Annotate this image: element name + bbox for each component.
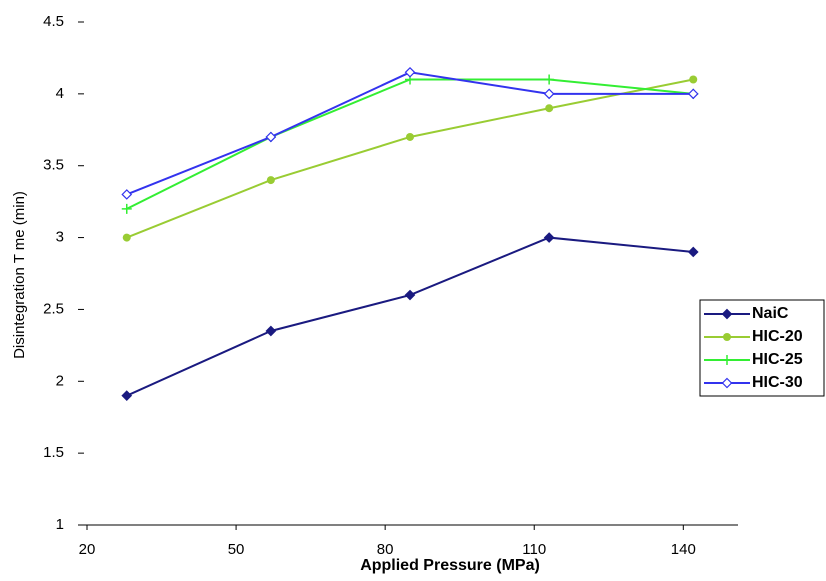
y-axis-label: Disintegration T me (min) <box>11 191 28 359</box>
y-tick-label: 1.5 <box>43 444 64 461</box>
legend-box <box>699 299 825 397</box>
marker <box>404 66 416 78</box>
marker <box>406 132 414 141</box>
marker <box>687 88 699 100</box>
legend-label: HIC-30 <box>752 374 803 391</box>
series-line <box>126 78 694 239</box>
marker <box>687 246 699 258</box>
marker <box>266 176 275 185</box>
marker <box>544 74 555 85</box>
legend-label: HIC-20 <box>752 328 803 345</box>
marker <box>545 104 554 113</box>
marker <box>265 131 277 143</box>
y-tick-label: 3 <box>56 229 64 246</box>
legend-label: NaiC <box>752 305 789 322</box>
marker <box>265 325 277 337</box>
y-tick-label: 2.5 <box>43 300 64 317</box>
marker <box>121 203 132 214</box>
marker <box>543 232 555 243</box>
y-tick-label: 4 <box>56 85 64 102</box>
y-tick-label: 4.5 <box>43 13 64 30</box>
x-axis-label: Applied Pressure (MPa) <box>360 557 540 574</box>
marker <box>543 88 555 100</box>
x-tick-label: 80 <box>377 541 394 558</box>
marker <box>689 75 698 84</box>
marker <box>121 390 133 402</box>
y-tick-label: 3.5 <box>43 157 64 174</box>
series-line <box>126 78 694 210</box>
legend-marker <box>721 308 733 320</box>
legend-marker <box>722 355 732 365</box>
series-line <box>126 236 694 397</box>
marker <box>404 289 416 301</box>
marker <box>122 233 131 242</box>
legend-label: HIC-25 <box>752 351 803 368</box>
y-tick-label: 1 <box>56 516 64 533</box>
marker <box>121 189 133 200</box>
legend-marker <box>723 333 731 341</box>
x-tick-label: 20 <box>79 541 96 558</box>
y-tick-label: 2 <box>56 372 64 389</box>
x-tick-label: 50 <box>228 541 245 558</box>
x-tick-label: 140 <box>671 541 696 558</box>
legend-marker <box>721 377 733 389</box>
x-tick-label: 110 <box>522 541 546 558</box>
